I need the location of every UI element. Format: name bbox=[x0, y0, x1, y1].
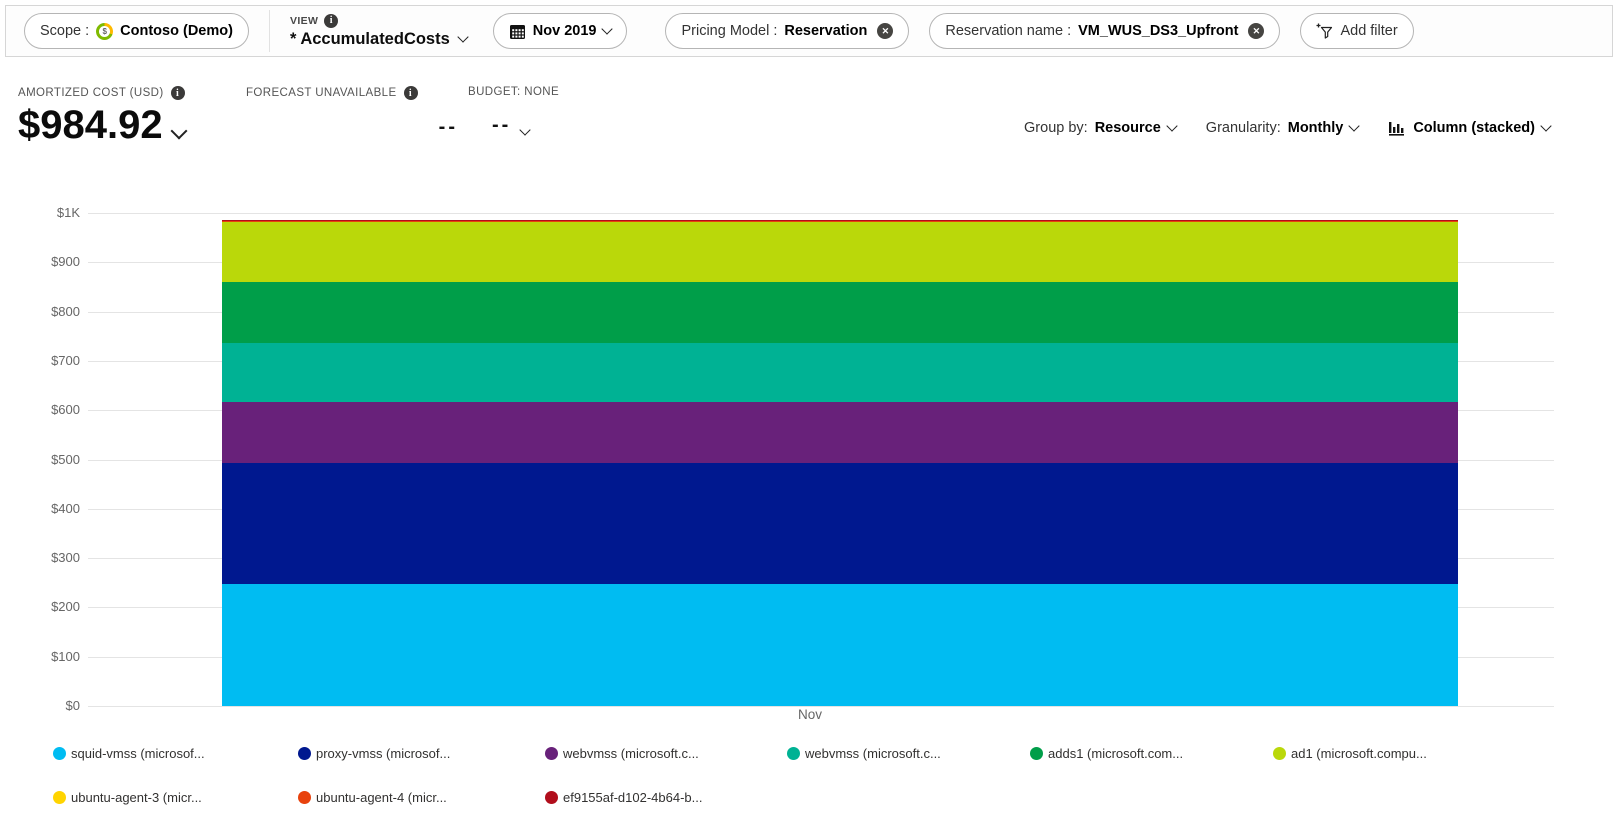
date-range-value: Nov 2019 bbox=[532, 23, 597, 39]
add-filter-label: Add filter bbox=[1340, 23, 1398, 39]
legend-label: ubuntu-agent-3 (micr... bbox=[71, 790, 202, 805]
bar-segment-1[interactable] bbox=[222, 462, 1458, 584]
legend-label: ubuntu-agent-4 (micr... bbox=[316, 790, 447, 805]
filter-bar: Scope : $ Contoso (Demo) VIEW i * Accumu… bbox=[5, 5, 1613, 57]
legend-item[interactable]: ad1 (microsoft.compu... bbox=[1273, 746, 1427, 761]
group-by-dropdown[interactable]: Group by: Resource bbox=[1024, 120, 1178, 136]
legend-color-dot bbox=[1030, 747, 1043, 760]
info-icon[interactable]: i bbox=[324, 13, 339, 28]
pricing-model-label: Pricing Model : bbox=[681, 23, 778, 39]
legend-color-dot bbox=[545, 791, 558, 804]
chart-controls: Group by: Resource Granularity: Monthly … bbox=[1024, 120, 1552, 136]
chart-type-value: Column (stacked) bbox=[1413, 120, 1535, 136]
info-icon[interactable]: i bbox=[170, 86, 185, 100]
remove-filter-icon[interactable]: ✕ bbox=[877, 23, 894, 39]
divider bbox=[268, 10, 270, 52]
info-icon[interactable]: i bbox=[403, 86, 418, 100]
legend-item[interactable]: ubuntu-agent-4 (micr... bbox=[298, 790, 447, 805]
reservation-name-label: Reservation name : bbox=[945, 23, 1072, 39]
legend-label: squid-vmss (microsof... bbox=[71, 746, 205, 761]
legend-item[interactable]: ubuntu-agent-3 (micr... bbox=[53, 790, 202, 805]
legend-color-dot bbox=[298, 747, 311, 760]
add-filter-funnel-icon bbox=[1316, 23, 1333, 39]
kpi-budget: BUDGET: NONE -- bbox=[468, 86, 559, 146]
legend-color-dot bbox=[545, 747, 558, 760]
gridline bbox=[88, 213, 1554, 214]
legend-color-dot bbox=[787, 747, 800, 760]
budget-label: BUDGET: NONE bbox=[468, 86, 560, 98]
forecast-label: FORECAST UNAVAILABLE bbox=[246, 87, 397, 99]
reservation-name-value: VM_WUS_DS3_Upfront bbox=[1078, 23, 1239, 39]
kpi-amortized-cost: AMORTIZED COST (USD) i $984.92 bbox=[18, 86, 246, 146]
legend-label: adds1 (microsoft.com... bbox=[1048, 746, 1184, 761]
granularity-dropdown[interactable]: Granularity: Monthly bbox=[1205, 120, 1360, 136]
group-by-value: Resource bbox=[1094, 120, 1161, 136]
legend-color-dot bbox=[53, 747, 66, 760]
legend-item[interactable]: webvmss (microsoft.c... bbox=[787, 746, 941, 761]
view-selector[interactable]: VIEW i * AccumulatedCosts bbox=[289, 13, 469, 49]
legend-item[interactable]: adds1 (microsoft.com... bbox=[1030, 746, 1183, 761]
pricing-model-value: Reservation bbox=[784, 23, 868, 39]
amortized-cost-label: AMORTIZED COST (USD) bbox=[18, 87, 164, 99]
budget-selector[interactable]: -- bbox=[468, 114, 559, 137]
bar-segment-4[interactable] bbox=[222, 282, 1458, 343]
y-axis-tick-label: $600 bbox=[51, 402, 80, 418]
x-axis-category-label: Nov bbox=[797, 707, 822, 722]
amortized-cost-selector[interactable]: $984.92 bbox=[18, 104, 246, 146]
legend-label: ef9155af-d102-4b64-b... bbox=[563, 790, 703, 805]
y-axis-tick-label: $900 bbox=[51, 254, 80, 270]
forecast-value: -- bbox=[438, 116, 458, 138]
bar-segment-0[interactable] bbox=[222, 583, 1458, 706]
y-axis-tick-label: $800 bbox=[51, 303, 80, 319]
granularity-label: Granularity: bbox=[1205, 120, 1281, 136]
bar-segment-2[interactable] bbox=[222, 402, 1458, 463]
legend-item[interactable]: squid-vmss (microsof... bbox=[53, 746, 205, 761]
y-axis-tick-label: $100 bbox=[51, 648, 80, 664]
pricing-model-filter-pill[interactable]: Pricing Model : Reservation ✕ bbox=[665, 13, 910, 49]
legend-label: webvmss (microsoft.c... bbox=[563, 746, 699, 761]
legend-label: ad1 (microsoft.compu... bbox=[1291, 746, 1427, 761]
kpi-forecast: FORECAST UNAVAILABLE i -- bbox=[246, 86, 468, 146]
y-axis-tick-label: $400 bbox=[51, 500, 80, 516]
view-value: * AccumulatedCosts bbox=[289, 29, 450, 48]
amortized-cost-value: $984.92 bbox=[18, 103, 163, 147]
gridline bbox=[88, 706, 1554, 707]
y-axis-tick-label: $0 bbox=[65, 698, 80, 713]
legend-item[interactable]: ef9155af-d102-4b64-b... bbox=[545, 790, 703, 805]
legend-color-dot bbox=[53, 791, 66, 804]
bar-segment-5[interactable] bbox=[222, 221, 1458, 282]
legend-item[interactable]: proxy-vmss (microsof... bbox=[298, 746, 450, 761]
legend-label: webvmss (microsoft.c... bbox=[805, 746, 941, 761]
chart-type-dropdown[interactable]: Column (stacked) bbox=[1388, 120, 1552, 136]
budget-value: -- bbox=[492, 114, 512, 136]
add-filter-button[interactable]: Add filter bbox=[1300, 13, 1414, 49]
scope-label: Scope : bbox=[40, 23, 90, 39]
y-axis-tick-label: $500 bbox=[51, 451, 80, 467]
granularity-value: Monthly bbox=[1287, 120, 1344, 136]
y-axis-tick-label: $300 bbox=[51, 550, 80, 566]
legend-label: proxy-vmss (microsof... bbox=[316, 746, 451, 761]
reservation-name-filter-pill[interactable]: Reservation name : VM_WUS_DS3_Upfront ✕ bbox=[929, 13, 1281, 49]
legend-color-dot bbox=[298, 791, 311, 804]
y-axis-tick-label: $700 bbox=[51, 352, 80, 368]
calendar-icon bbox=[509, 24, 525, 39]
date-range-pill[interactable]: Nov 2019 bbox=[492, 13, 628, 49]
view-label: VIEW bbox=[289, 14, 319, 27]
scope-filter-pill[interactable]: Scope : $ Contoso (Demo) bbox=[24, 13, 249, 49]
column-chart-icon bbox=[1389, 122, 1405, 136]
y-axis-tick-label: $1K bbox=[56, 205, 80, 220]
remove-filter-icon[interactable]: ✕ bbox=[1248, 23, 1265, 39]
kpi-strip: AMORTIZED COST (USD) i $984.92 FORECAST … bbox=[18, 86, 559, 146]
y-axis-tick-label: $200 bbox=[51, 599, 80, 615]
group-by-label: Group by: bbox=[1024, 120, 1088, 136]
scope-value: Contoso (Demo) bbox=[120, 23, 233, 39]
subscription-icon: $ bbox=[96, 22, 114, 40]
legend-color-dot bbox=[1273, 747, 1286, 760]
legend-item[interactable]: webvmss (microsoft.c... bbox=[545, 746, 699, 761]
bar-segment-3[interactable] bbox=[222, 342, 1458, 403]
bar-segment-6[interactable] bbox=[222, 221, 1458, 222]
